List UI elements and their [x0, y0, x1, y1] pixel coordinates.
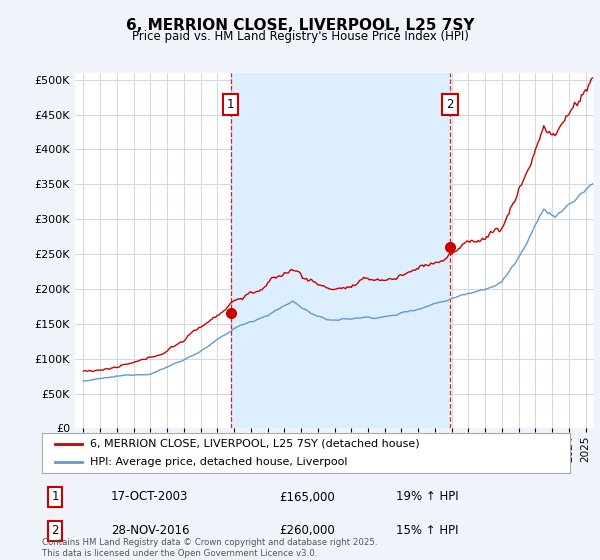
Text: £165,000: £165,000 [280, 491, 335, 503]
Text: Price paid vs. HM Land Registry's House Price Index (HPI): Price paid vs. HM Land Registry's House … [131, 30, 469, 43]
Text: Contains HM Land Registry data © Crown copyright and database right 2025.
This d: Contains HM Land Registry data © Crown c… [42, 538, 377, 558]
Bar [230, 73, 450, 428]
Text: 15% ↑ HPI: 15% ↑ HPI [396, 524, 458, 537]
Text: 6, MERRION CLOSE, LIVERPOOL, L25 7SY (detached house): 6, MERRION CLOSE, LIVERPOOL, L25 7SY (de… [89, 439, 419, 449]
Text: 6, MERRION CLOSE, LIVERPOOL, L25 7SY: 6, MERRION CLOSE, LIVERPOOL, L25 7SY [126, 18, 474, 33]
Text: 17-OCT-2003: 17-OCT-2003 [110, 491, 188, 503]
Text: 2: 2 [52, 524, 59, 537]
Text: 1: 1 [227, 99, 234, 111]
Text: 1: 1 [52, 491, 59, 503]
Text: 19% ↑ HPI: 19% ↑ HPI [396, 491, 458, 503]
Text: 28-NOV-2016: 28-NOV-2016 [110, 524, 189, 537]
Text: £260,000: £260,000 [280, 524, 335, 537]
Text: 2: 2 [446, 99, 454, 111]
Text: HPI: Average price, detached house, Liverpool: HPI: Average price, detached house, Live… [89, 458, 347, 467]
